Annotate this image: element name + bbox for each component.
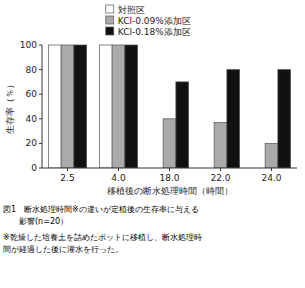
x-tick	[67, 168, 68, 171]
legend-label: 対照区	[118, 5, 145, 15]
x-axis-label: 移植後の断水処理時間（時間）	[107, 186, 233, 196]
y-tick	[39, 94, 42, 95]
bar	[176, 82, 189, 168]
bar	[278, 70, 291, 168]
x-tick	[118, 168, 119, 171]
x-tick-label: 2.5	[60, 173, 74, 183]
bar	[265, 143, 278, 168]
x-tick-label: 4.0	[111, 173, 126, 183]
bar	[214, 122, 227, 168]
caption: 影響(n=20）	[3, 217, 68, 226]
legend-label: KCl-0.18%添加区	[118, 27, 191, 37]
y-axis-label: 生存率（％）	[5, 80, 15, 134]
x-tick-label: 18.0	[159, 173, 179, 183]
y-tick-label: 100	[20, 40, 37, 50]
y-tick	[39, 143, 42, 144]
legend: 対照区KCl-0.09%添加区KCl-0.18%添加区	[106, 5, 191, 37]
y-tick-label: 0	[31, 163, 37, 173]
bar	[48, 45, 61, 168]
legend-swatch	[106, 5, 114, 13]
y-tick-label: 20	[26, 138, 38, 148]
bar	[74, 45, 87, 168]
caption: 図1 断水処理時間※の違いが定植後の生存率に与える	[3, 205, 199, 214]
bar	[99, 45, 112, 168]
x-tick	[220, 168, 221, 171]
y-tick-label: 40	[26, 114, 38, 124]
x-tick	[169, 168, 170, 171]
y-tick	[39, 69, 42, 70]
bars	[48, 45, 290, 168]
y-tick	[39, 168, 42, 169]
y-tick	[39, 118, 42, 119]
y-axis	[42, 45, 43, 168]
bar	[112, 45, 125, 168]
x-tick-label: 22.0	[210, 173, 230, 183]
bar	[125, 45, 138, 168]
y-tick	[39, 45, 42, 46]
y-tick-label: 60	[26, 89, 38, 99]
bar	[227, 70, 240, 168]
legend-swatch	[106, 16, 114, 24]
caption: ※乾燥した培養土を詰めたポットに移植し、断水処理時	[3, 233, 202, 242]
chart: 0 20 40 60 80 100 2.5 4.0 18.0 22.0 24.0 移植後の断水処理時間…	[0, 0, 305, 288]
x-tick	[271, 168, 272, 171]
y-tick-label: 80	[26, 65, 38, 75]
bar	[61, 45, 74, 168]
caption: 間が経過した後に灌水を行った。	[3, 245, 123, 254]
bar	[163, 119, 176, 168]
legend-label: KCl-0.09%添加区	[118, 16, 191, 26]
x-tick-label: 24.0	[261, 173, 281, 183]
legend-swatch	[106, 27, 114, 35]
